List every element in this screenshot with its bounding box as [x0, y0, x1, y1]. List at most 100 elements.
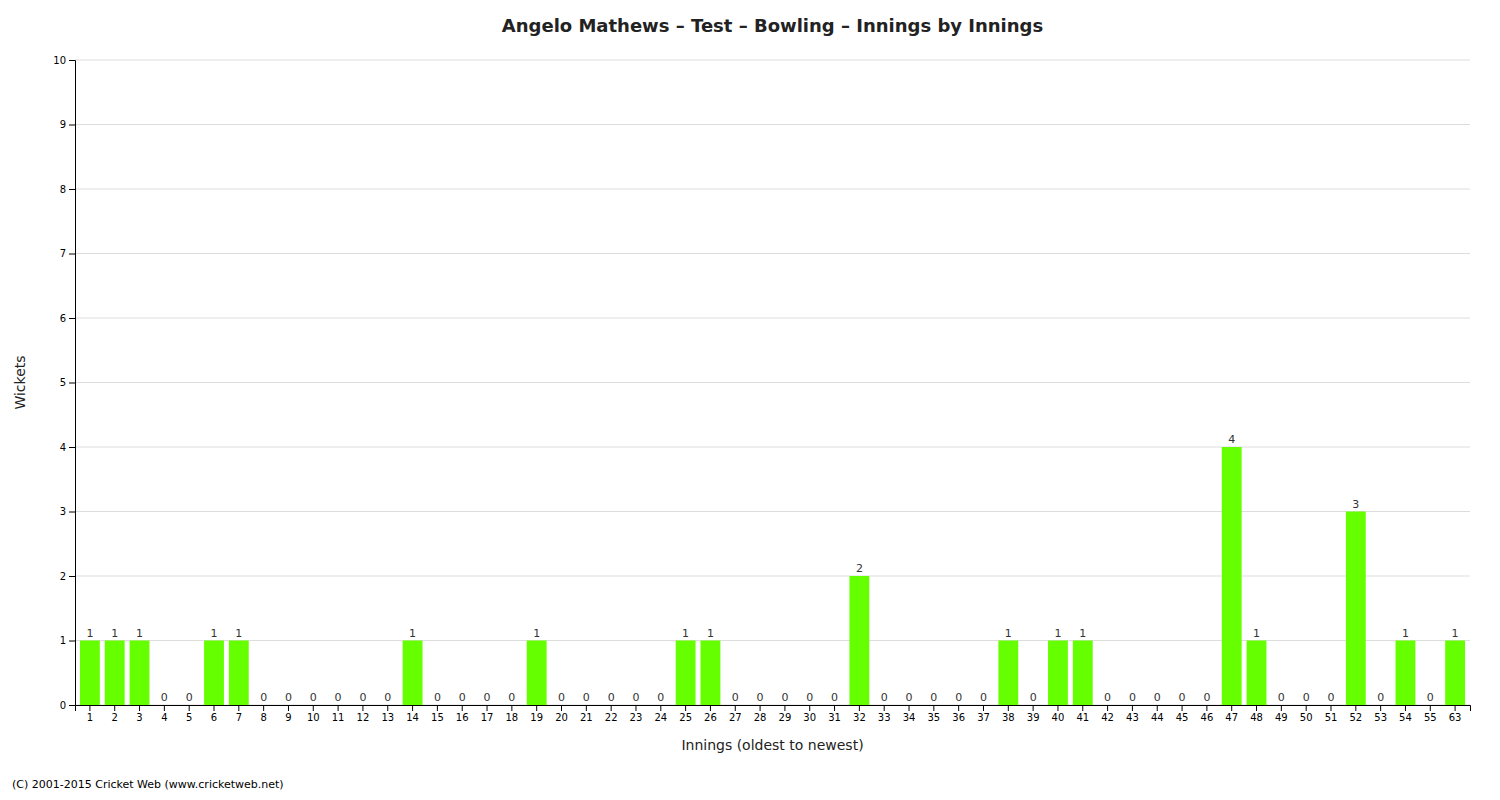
- bar: [825, 705, 845, 706]
- x-tick: 27: [729, 705, 742, 723]
- x-tick-mark: [536, 705, 537, 711]
- x-tick-mark: [214, 705, 215, 711]
- y-tick-label: 2: [60, 571, 66, 582]
- x-tick: 48: [1250, 705, 1263, 723]
- x-tick: 33: [878, 705, 891, 723]
- data-label: 1: [533, 627, 540, 640]
- bar: [1445, 641, 1465, 706]
- y-tick: 4: [60, 442, 75, 453]
- x-tick-mark: [487, 705, 488, 711]
- x-tick: 51: [1325, 705, 1338, 723]
- y-tick: 2: [60, 571, 75, 582]
- y-tick: 10: [53, 55, 75, 66]
- x-tick-mark: [412, 705, 413, 711]
- data-label: 0: [161, 691, 168, 704]
- x-tick-mark: [1306, 705, 1307, 711]
- bar: [874, 705, 894, 706]
- x-tick-mark: [263, 705, 264, 711]
- bar: [849, 576, 869, 705]
- x-tick: 3: [136, 705, 142, 723]
- x-tick-mark: [933, 705, 934, 711]
- x-tick-label: 4: [161, 712, 167, 723]
- data-label: 0: [930, 691, 937, 704]
- bar: [651, 705, 671, 706]
- x-tick: 43: [1126, 705, 1139, 723]
- bar: [1197, 705, 1217, 706]
- data-label: 0: [384, 691, 391, 704]
- x-tick: 20: [555, 705, 568, 723]
- data-label: 0: [434, 691, 441, 704]
- x-tick: 34: [903, 705, 916, 723]
- data-label: 1: [86, 627, 93, 640]
- data-label: 1: [1079, 627, 1086, 640]
- data-label: 3: [1352, 498, 1359, 511]
- grid: [75, 60, 1470, 705]
- x-tick-mark: [288, 705, 289, 711]
- x-tick-mark: [834, 705, 835, 711]
- data-label: 0: [980, 691, 987, 704]
- y-tick-label: 1: [60, 635, 66, 646]
- x-tick-label: 11: [332, 712, 345, 723]
- bar: [254, 705, 274, 706]
- x-tick-label: 53: [1374, 712, 1387, 723]
- x-tick-label: 46: [1201, 712, 1214, 723]
- x-tick-label: 16: [456, 712, 469, 723]
- x-tick-label: 19: [530, 712, 543, 723]
- x-tick: 19: [530, 705, 543, 723]
- x-tick-label: 45: [1176, 712, 1189, 723]
- data-label: 0: [508, 691, 515, 704]
- bar: [1147, 705, 1167, 706]
- data-label: 1: [1452, 627, 1459, 640]
- x-tick-label: 51: [1325, 712, 1338, 723]
- x-tick-label: 33: [878, 712, 891, 723]
- x-tick-label: 40: [1052, 712, 1065, 723]
- grid-line: [75, 511, 1470, 512]
- x-tick-mark: [884, 705, 885, 711]
- data-label: 1: [111, 627, 118, 640]
- bar: [626, 705, 646, 706]
- bar: [899, 705, 919, 706]
- x-tick-mark: [735, 705, 736, 711]
- x-tick-mark: [313, 705, 314, 711]
- bars: [80, 447, 1465, 705]
- x-tick-mark: [1455, 705, 1456, 711]
- x-tick-mark: [362, 705, 363, 711]
- x-tick: 8: [260, 705, 266, 723]
- x-tick: 6: [211, 705, 217, 723]
- x-tick: 42: [1101, 705, 1114, 723]
- y-tick-mark: [69, 60, 75, 61]
- bar: [1346, 512, 1366, 706]
- y-tick-mark: [69, 705, 75, 706]
- data-label: 0: [831, 691, 838, 704]
- y-tick: 3: [60, 506, 75, 517]
- x-tick: 49: [1275, 705, 1288, 723]
- x-tick: 46: [1201, 705, 1214, 723]
- data-label: 1: [1402, 627, 1409, 640]
- bar: [303, 705, 323, 706]
- bar: [502, 705, 522, 706]
- data-labels: 1110011000000100001000001100000200000101…: [86, 433, 1458, 704]
- x-tick-mark: [338, 705, 339, 711]
- bar: [701, 641, 721, 706]
- x-tick-label: 44: [1151, 712, 1164, 723]
- bar: [1420, 705, 1440, 706]
- bar: [279, 705, 299, 706]
- x-tick-label: 17: [481, 712, 494, 723]
- x-tick-label: 55: [1424, 712, 1437, 723]
- x-tick-label: 27: [729, 712, 742, 723]
- data-label: 0: [608, 691, 615, 704]
- y-axis-line: [69, 61, 76, 706]
- x-tick: 7: [236, 705, 242, 723]
- x-tick-mark: [685, 705, 686, 711]
- x-tick-label: 30: [803, 712, 816, 723]
- bar: [750, 705, 770, 706]
- data-label: 2: [856, 562, 863, 575]
- data-label: 0: [459, 691, 466, 704]
- x-tick-label: 35: [927, 712, 940, 723]
- x-tick: 36: [952, 705, 965, 723]
- x-tick-mark: [809, 705, 810, 711]
- x-tick: 45: [1176, 705, 1189, 723]
- data-label: 1: [1253, 627, 1260, 640]
- x-tick-label: 24: [654, 712, 667, 723]
- y-tick-mark: [69, 512, 75, 513]
